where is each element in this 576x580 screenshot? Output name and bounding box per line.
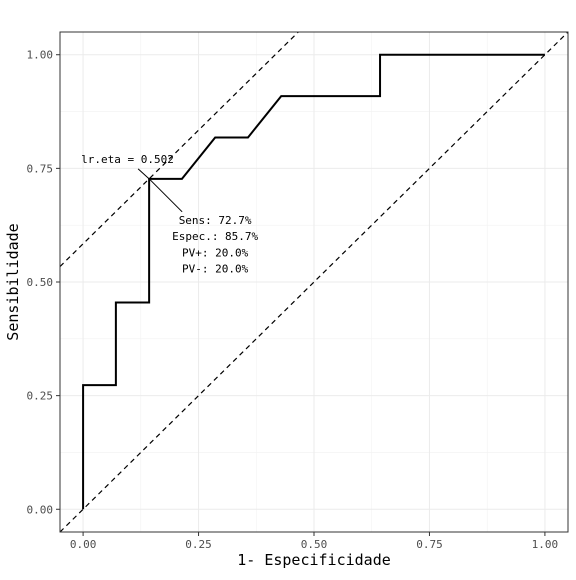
annotation-stat-line: PV+: 20.0%: [182, 246, 249, 259]
annotation-stat-line: Espec.: 85.7%: [172, 230, 258, 243]
roc-curve: [82, 53, 545, 510]
y-tick-label: 1.00: [27, 49, 54, 62]
annotation-leader-stats: [148, 178, 183, 213]
y-tick-label: 0.50: [27, 276, 54, 289]
x-axis-title: 1- Especificidade: [237, 551, 391, 569]
y-tick-label: 0.25: [27, 390, 54, 403]
annotation-stat-line: PV-: 20.0%: [182, 263, 249, 276]
x-tick-label: 0.75: [416, 538, 443, 551]
reference-line-2: [60, 32, 300, 267]
x-tick-label: 1.00: [532, 538, 559, 551]
annotation-stat-line: Sens: 72.7%: [179, 214, 252, 227]
y-tick-label: 0.75: [27, 162, 54, 175]
y-tick-label: 0.00: [27, 503, 54, 516]
annotation-leader-label: [137, 168, 150, 180]
reference-line-1: [60, 32, 568, 532]
y-axis-title: Sensibilidade: [4, 223, 22, 340]
x-tick-label: 0.50: [301, 538, 328, 551]
x-tick-label: 0.00: [70, 538, 97, 551]
annotation-cutoff-label: lr.eta = 0.502: [81, 153, 174, 166]
x-tick-label: 0.25: [185, 538, 212, 551]
